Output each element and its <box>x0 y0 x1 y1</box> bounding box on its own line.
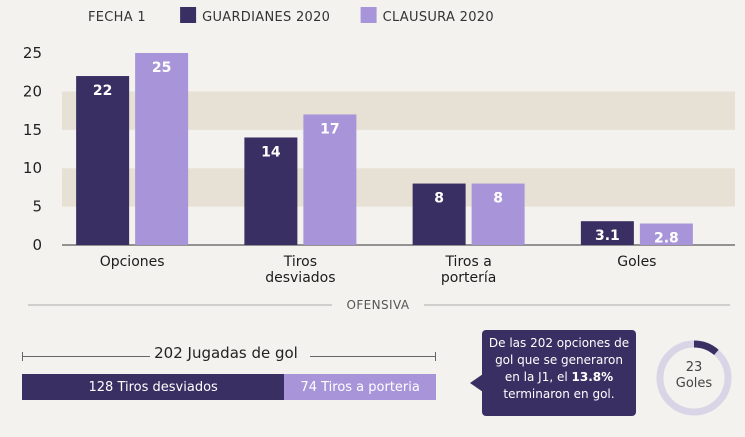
chart-legend: FECHA 1 GUARDIANES 2020 CLAUSURA 2020 <box>88 7 494 25</box>
info-highlight: 13.8% <box>571 370 614 384</box>
category-label-3-0: Goles <box>617 254 656 270</box>
donut-ring <box>656 340 732 416</box>
info-box: De las 202 opciones de gol que se genera… <box>482 330 636 416</box>
donut-arc <box>656 340 732 416</box>
jugadas-panel: 202 Jugadas de gol 128 Tiros desviados 74… <box>0 330 745 437</box>
y-tick-label-0: 0 <box>32 236 42 254</box>
data-label-1-3: 2.8 <box>654 230 679 246</box>
data-label-0-2: 8 <box>434 191 444 207</box>
split-segment-1: 74 Tiros a porteria <box>284 374 436 400</box>
y-tick-label-5: 25 <box>23 44 42 62</box>
category-label-2-0: Tiros a <box>444 254 491 270</box>
donut-label: Goles <box>675 376 713 391</box>
legend-swatch-1 <box>180 7 197 23</box>
y-axis: 0 5 10 15 20 25 <box>23 44 42 254</box>
jugadas-title: 202 Jugadas de gol <box>154 344 298 362</box>
jugadas-split-bar: 128 Tiros desviados 74 Tiros a porteria <box>22 374 436 400</box>
category-label-1-0: Tiros <box>283 254 317 270</box>
data-label-0-0: 22 <box>93 83 112 99</box>
legend-label-1: GUARDIANES 2020 <box>202 10 330 25</box>
section-label-ofensiva: OFENSIVA <box>347 298 410 312</box>
bar-1-3 <box>639 223 693 245</box>
data-label-1-1: 17 <box>320 121 339 137</box>
bar-1-0 <box>135 53 189 245</box>
split-segment-0: 128 Tiros desviados <box>22 374 285 400</box>
bar-1-1 <box>303 114 357 245</box>
data-label-1-2: 8 <box>493 191 503 207</box>
data-label-0-1: 14 <box>261 144 281 160</box>
y-tick-label-1: 5 <box>32 198 42 216</box>
data-labels: 22 25 14 17 8 8 3.1 2.8 <box>93 60 679 246</box>
bar-0-3 <box>580 221 634 245</box>
donut-number: 23 <box>685 360 703 375</box>
section-divider: OFENSIVA <box>28 298 730 312</box>
info-text-before: De las 202 opciones de gol que se genera… <box>488 336 630 384</box>
y-tick-label-2: 10 <box>23 159 42 177</box>
bar-1-2 <box>471 183 525 245</box>
info-text-after: terminaron en gol. <box>503 387 615 401</box>
bar-0-2 <box>412 183 466 245</box>
bar-chart: FECHA 1 GUARDIANES 2020 CLAUSURA 2020 0 5 10… <box>23 7 735 312</box>
category-label-0-0: Opciones <box>100 254 165 270</box>
bar-0-0 <box>76 76 130 245</box>
y-tick-label-4: 20 <box>23 82 42 100</box>
legend-label-2: CLAUSURA 2020 <box>383 10 494 25</box>
bars <box>76 53 693 245</box>
legend-swatch-2 <box>360 7 377 23</box>
bar-0-1 <box>244 137 298 245</box>
y-tick-label-3: 15 <box>23 121 42 139</box>
info-pointer <box>470 374 483 392</box>
category-label-2-1: portería <box>441 270 497 286</box>
data-label-1-0: 25 <box>152 60 171 76</box>
category-label-1-1: desviados <box>265 270 335 286</box>
goles-donut: 23 Goles <box>652 336 736 420</box>
legend-label-0: FECHA 1 <box>88 10 146 25</box>
data-label-0-3: 3.1 <box>595 228 620 244</box>
